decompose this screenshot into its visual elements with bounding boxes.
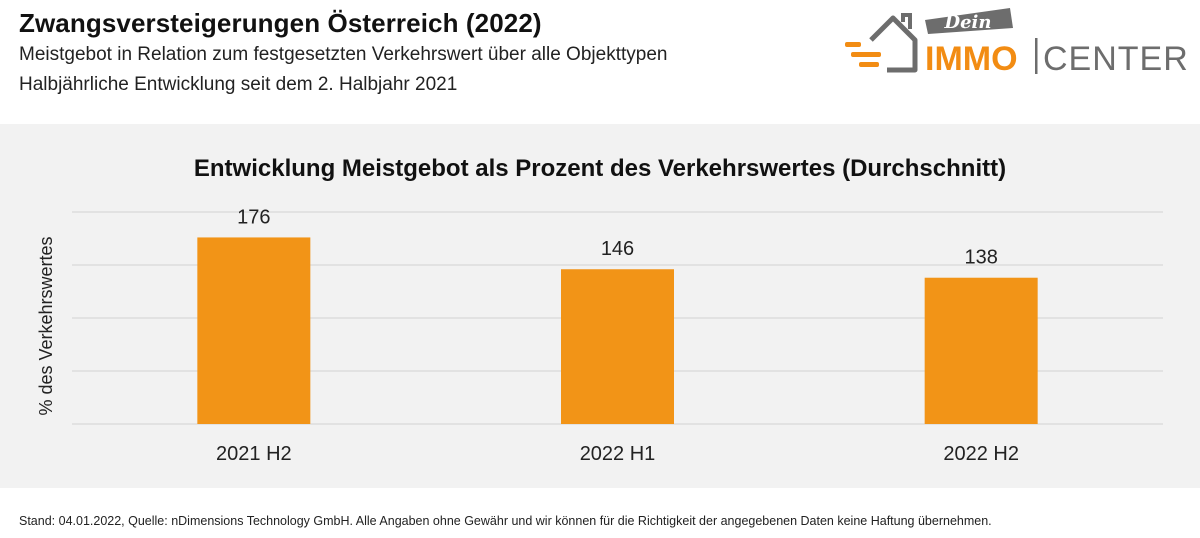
bar-2021-h2 bbox=[197, 237, 311, 424]
logo-graphic: Dein IMMO CENTER bbox=[845, 8, 1189, 78]
footer-note: Stand: 04.01.2022, Quelle: nDimensions T… bbox=[19, 514, 992, 528]
bars bbox=[197, 237, 1038, 424]
bar-2022-h1 bbox=[561, 269, 674, 424]
bar-chart: Entwicklung Meistgebot als Prozent des V… bbox=[0, 124, 1200, 488]
logo-script-word: Dein bbox=[944, 12, 992, 33]
x-tick-label: 2022 H1 bbox=[580, 443, 656, 465]
page-subtitle-line1: Meistgebot in Relation zum festgesetzten… bbox=[19, 44, 668, 65]
logo-word-right: CENTER bbox=[1043, 40, 1189, 78]
immocenter-logo: Dein IMMO CENTER bbox=[845, 2, 1190, 80]
chart-title: Entwicklung Meistgebot als Prozent des V… bbox=[194, 155, 1006, 182]
data-labels: 176 146 138 bbox=[237, 206, 998, 268]
x-tick-label: 2022 H2 bbox=[943, 443, 1019, 465]
logo-divider bbox=[1035, 38, 1038, 74]
bar-2022-h2 bbox=[924, 277, 1038, 424]
data-label: 176 bbox=[237, 206, 270, 228]
page-subtitle-line2: Halbjährliche Entwicklung seit dem 2. Ha… bbox=[19, 74, 458, 95]
x-tick-label: 2021 H2 bbox=[216, 443, 292, 465]
data-label: 138 bbox=[964, 247, 997, 269]
y-axis-label: % des Verkehrswertes bbox=[36, 236, 56, 415]
chart-panel: Entwicklung Meistgebot als Prozent des V… bbox=[0, 124, 1200, 488]
x-tick-labels: 2021 H2 2022 H1 2022 H2 bbox=[216, 443, 1019, 465]
data-label: 146 bbox=[601, 238, 634, 260]
house-icon bbox=[869, 13, 918, 73]
logo-word-left: IMMO bbox=[925, 40, 1018, 78]
dein-badge: Dein bbox=[925, 8, 1013, 34]
speed-lines-icon bbox=[845, 42, 881, 67]
page-title: Zwangsversteigerungen Österreich (2022) bbox=[19, 8, 542, 38]
